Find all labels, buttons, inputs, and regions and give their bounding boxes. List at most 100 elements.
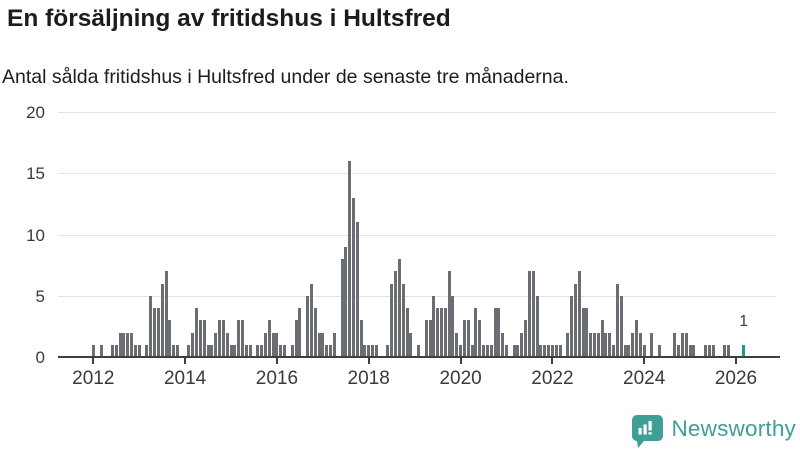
highlight-value-label: 1 xyxy=(739,312,748,330)
bar xyxy=(635,320,638,358)
bar xyxy=(325,344,329,358)
bar xyxy=(214,332,218,357)
bar xyxy=(497,308,501,357)
bar xyxy=(409,332,413,357)
bar xyxy=(707,344,711,358)
bar xyxy=(573,283,577,357)
bar xyxy=(306,295,309,358)
bar xyxy=(241,320,244,358)
bar xyxy=(218,320,221,358)
bar xyxy=(160,283,164,357)
bar xyxy=(329,344,332,358)
bar xyxy=(363,344,367,358)
bar xyxy=(283,344,287,358)
bar xyxy=(436,308,440,357)
bar xyxy=(512,344,516,358)
bar xyxy=(493,308,497,357)
x-axis-tick-label: 2020 xyxy=(439,368,482,389)
x-axis-tick xyxy=(367,358,370,364)
x-axis-tick-label: 2012 xyxy=(72,368,115,389)
bar xyxy=(684,332,688,357)
bar xyxy=(256,344,260,358)
bar xyxy=(615,283,619,357)
x-axis-tick xyxy=(275,358,278,364)
bar xyxy=(195,308,199,357)
bar xyxy=(198,320,202,358)
bar xyxy=(221,320,225,358)
bar xyxy=(642,344,646,358)
x-axis-tick-label: 2018 xyxy=(347,368,390,389)
bar xyxy=(459,344,463,358)
bar xyxy=(527,271,531,358)
bar xyxy=(619,295,623,358)
bar xyxy=(593,332,596,357)
bar xyxy=(233,344,237,358)
bar xyxy=(367,344,371,358)
bar xyxy=(309,283,313,357)
x-axis-tick xyxy=(92,358,95,364)
bar xyxy=(390,283,394,357)
bar xyxy=(172,344,176,358)
gridline xyxy=(58,173,776,175)
bar xyxy=(482,344,485,358)
bar xyxy=(348,161,352,357)
bar xyxy=(133,344,137,358)
bar xyxy=(688,344,692,358)
bar xyxy=(344,246,348,358)
bar xyxy=(726,344,730,358)
bar xyxy=(585,308,589,357)
y-axis-tick-label: 5 xyxy=(35,286,45,306)
newsworthy-logo-text: Newsworthy xyxy=(671,416,796,441)
bar xyxy=(294,320,298,358)
bar xyxy=(673,332,677,357)
bar xyxy=(394,271,397,358)
bar xyxy=(550,344,554,358)
bar xyxy=(401,283,405,357)
bar xyxy=(608,332,612,357)
newsworthy-bar-chart-bubble-icon xyxy=(632,414,664,448)
bar xyxy=(210,344,214,358)
bar xyxy=(524,320,528,358)
bar xyxy=(351,197,355,358)
bar xyxy=(680,332,684,357)
bar xyxy=(126,332,130,357)
bar xyxy=(91,344,95,358)
bar xyxy=(264,332,267,357)
bar xyxy=(290,344,294,358)
bar xyxy=(658,344,661,358)
x-axis-tick xyxy=(551,358,554,364)
bar xyxy=(570,295,573,358)
newsworthy-logo: Newsworthy xyxy=(632,414,796,448)
bar xyxy=(359,320,363,358)
gridline xyxy=(58,295,776,297)
bar xyxy=(202,320,206,358)
bar xyxy=(531,271,535,358)
bar xyxy=(244,344,248,358)
x-axis-tick xyxy=(459,358,462,364)
bar xyxy=(386,344,390,358)
y-axis-tick-label: 10 xyxy=(26,225,45,245)
bar xyxy=(612,344,616,358)
bar xyxy=(451,295,455,358)
y-axis-tick-label: 15 xyxy=(26,164,45,184)
bar xyxy=(279,344,283,358)
bar xyxy=(237,320,241,358)
bar xyxy=(355,222,359,358)
bar xyxy=(99,344,103,358)
bar xyxy=(397,259,401,357)
bar xyxy=(692,344,696,358)
bar xyxy=(462,320,466,358)
bar xyxy=(520,332,524,357)
bar xyxy=(206,344,210,358)
bar xyxy=(118,332,122,357)
bar xyxy=(317,332,321,357)
bar xyxy=(589,332,593,357)
x-axis-tick-label: 2024 xyxy=(623,368,666,389)
bar xyxy=(478,320,482,358)
bar xyxy=(650,332,654,357)
bar xyxy=(156,308,160,357)
bar xyxy=(145,344,149,358)
chart-title: En försäljning av fritidshus i Hultsfred xyxy=(7,5,451,32)
bar xyxy=(417,344,420,358)
y-axis-tick-label: 20 xyxy=(26,103,45,122)
